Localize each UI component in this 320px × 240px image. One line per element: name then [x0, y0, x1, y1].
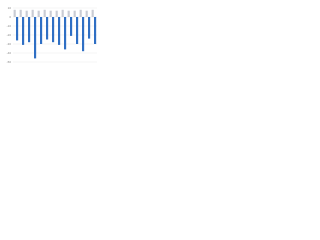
bar — [67, 10, 70, 17]
bar — [19, 9, 22, 17]
bar — [61, 9, 64, 17]
bar — [22, 17, 25, 45]
bar — [70, 17, 73, 36]
y-tick-label: -50 — [7, 60, 12, 64]
bar — [52, 17, 55, 43]
bar — [76, 17, 79, 44]
bar — [73, 10, 76, 17]
y-tick-label: 0 — [9, 15, 11, 19]
bar — [58, 17, 61, 45]
bar — [13, 9, 16, 17]
chart: -50 -40 -30 -20 -10 0 10 — [7, 6, 97, 64]
y-tick-label: -20 — [7, 33, 12, 37]
y-tick-label: -40 — [7, 51, 12, 55]
bar — [91, 9, 94, 17]
bar — [79, 9, 82, 17]
bar — [31, 9, 34, 17]
bar — [85, 10, 88, 17]
bar — [25, 10, 28, 17]
bar — [88, 17, 91, 39]
y-tick-label: -10 — [7, 24, 12, 28]
bar — [49, 10, 52, 17]
bar — [94, 17, 97, 44]
bar — [40, 17, 43, 44]
y-tick-label: 10 — [8, 6, 12, 10]
bar — [46, 17, 49, 40]
bar — [82, 17, 85, 52]
bar — [16, 17, 19, 41]
bar — [28, 17, 31, 43]
bar — [55, 10, 58, 17]
bar — [43, 9, 46, 17]
y-tick-label: -30 — [7, 42, 12, 46]
bar — [34, 17, 37, 59]
bar — [64, 17, 67, 50]
bar — [37, 10, 40, 17]
